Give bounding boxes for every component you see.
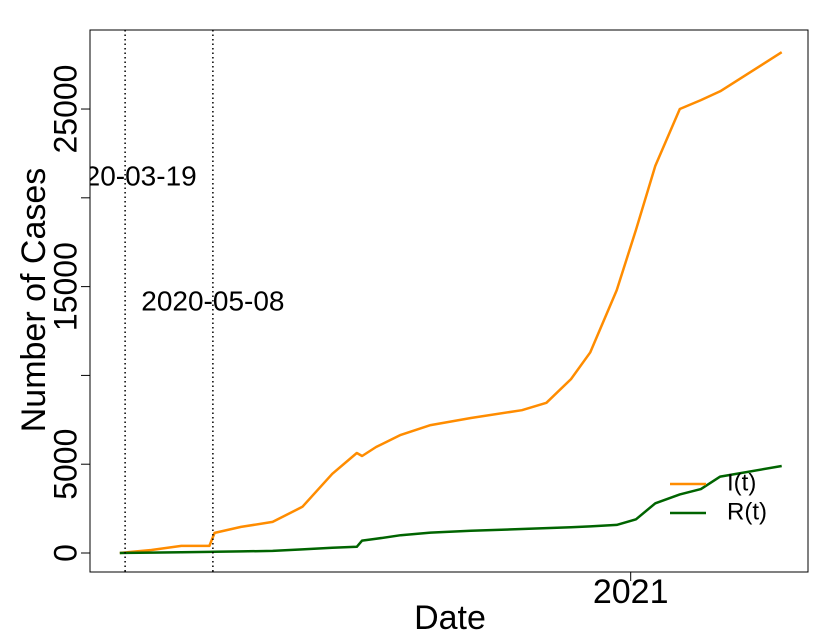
- event-label: 2020-03-19: [53, 160, 196, 191]
- series-line: [119, 464, 782, 555]
- y-tick-label: 25000: [47, 65, 83, 154]
- legend-label: R(t): [727, 498, 767, 525]
- y-axis-label: Number of Cases: [15, 168, 53, 433]
- y-tick-label: 15000: [47, 242, 83, 331]
- y-tick-label: 0: [47, 544, 83, 562]
- legend-label: I(t): [727, 469, 756, 496]
- x-axis-label: Date: [414, 599, 486, 637]
- series-line: [119, 51, 783, 555]
- x-tick-label: 2021: [593, 573, 669, 611]
- y-tick-label: 5000: [47, 429, 83, 500]
- plot-frame: [89, 29, 809, 573]
